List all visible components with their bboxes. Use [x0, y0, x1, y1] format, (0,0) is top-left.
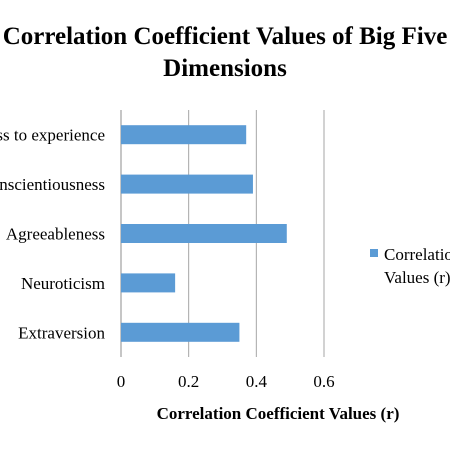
category-label: Conscientiousness [0, 175, 105, 194]
chart-title-line-2: Dimensions [163, 55, 287, 82]
chart-title-line-1: Correlation Coefficient Values of Big Fi… [3, 23, 448, 50]
category-label: Neuroticism [21, 274, 105, 293]
x-tick-label: 0.6 [313, 372, 334, 391]
x-tick-label: 0.4 [246, 372, 268, 391]
bar [121, 224, 287, 243]
bar [121, 125, 247, 145]
bars [121, 125, 287, 342]
category-label: Extraversion [18, 323, 105, 342]
x-tick-labels: 0 0.2 0.4 0.6 [117, 372, 335, 391]
bar [121, 273, 176, 293]
category-labels: Openness to experience Conscientiousness A… [0, 126, 106, 343]
bar [121, 174, 253, 194]
category-label: Openness to experience [0, 126, 105, 145]
legend-label-line-1: Correlation Coefficient [384, 245, 450, 264]
bar [121, 322, 240, 342]
legend-swatch [370, 249, 378, 257]
legend-label-line-2: Values (r) [384, 268, 450, 287]
legend: Correlation Coefficient Values (r) [370, 245, 450, 287]
category-label: Agreeableness [6, 225, 105, 244]
x-tick-label: 0 [117, 372, 126, 391]
x-tick-label: 0.2 [178, 372, 199, 391]
x-axis-title: Correlation Coefficient Values (r) [157, 404, 400, 423]
